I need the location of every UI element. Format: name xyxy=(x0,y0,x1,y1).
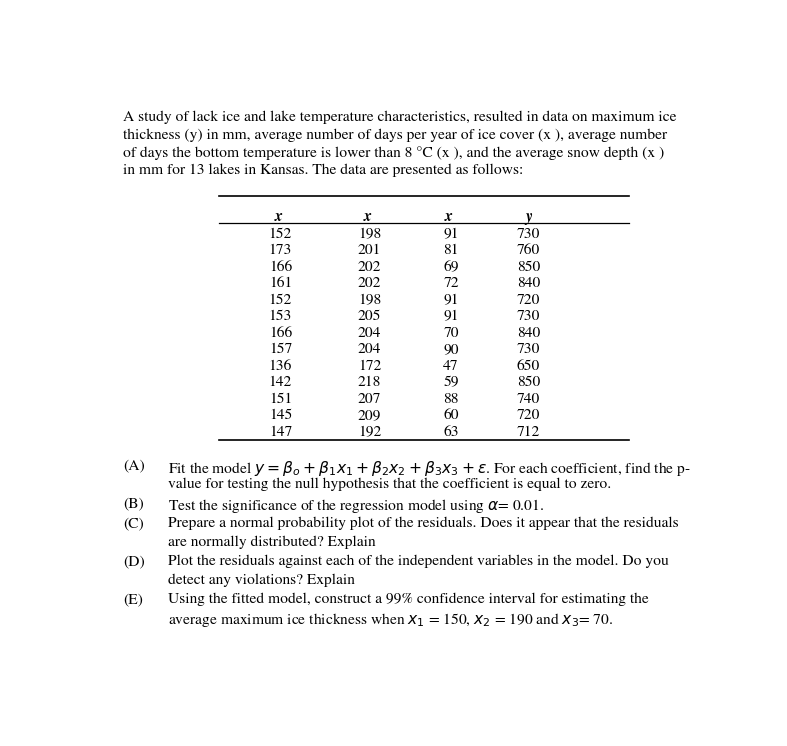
Text: 201: 201 xyxy=(358,244,382,257)
Text: 205: 205 xyxy=(358,310,382,323)
Text: 730: 730 xyxy=(517,343,540,357)
Text: Plot the residuals against each of the independent variables in the model. Do yo: Plot the residuals against each of the i… xyxy=(168,555,669,568)
Text: x₂: x₂ xyxy=(364,208,375,225)
Text: (D): (D) xyxy=(124,555,145,568)
Text: (B): (B) xyxy=(124,498,144,511)
Text: 720: 720 xyxy=(517,293,540,307)
Text: Fit the model $y = \beta_o + \beta_1 x_1 + \beta_2 x_2 + \beta_3 x_3 + \varepsil: Fit the model $y = \beta_o + \beta_1 x_1… xyxy=(168,460,691,478)
Text: 136: 136 xyxy=(269,360,292,373)
Text: A study of lack ice and lake temperature characteristics, resulted in data on ma: A study of lack ice and lake temperature… xyxy=(124,111,677,125)
Text: 47: 47 xyxy=(443,360,459,373)
Text: 152: 152 xyxy=(269,293,292,307)
Text: x₃: x₃ xyxy=(445,208,456,225)
Text: (A): (A) xyxy=(124,460,145,473)
Text: 720: 720 xyxy=(517,409,540,422)
Text: 151: 151 xyxy=(269,392,292,406)
Text: thickness (y) in mm, average number of days per year of ice cover (x₁), average : thickness (y) in mm, average number of d… xyxy=(124,128,667,142)
Text: 91: 91 xyxy=(443,228,459,241)
Text: 88: 88 xyxy=(443,392,459,406)
Text: 207: 207 xyxy=(358,392,382,406)
Text: 172: 172 xyxy=(358,360,382,373)
Text: 91: 91 xyxy=(443,293,459,307)
Text: 840: 840 xyxy=(517,327,540,340)
Text: 198: 198 xyxy=(358,293,381,307)
Text: 209: 209 xyxy=(358,409,382,422)
Text: 712: 712 xyxy=(517,425,540,439)
Text: 204: 204 xyxy=(358,343,382,357)
Text: 147: 147 xyxy=(269,425,292,439)
Text: 218: 218 xyxy=(358,376,382,389)
Text: 198: 198 xyxy=(358,228,381,241)
Text: 63: 63 xyxy=(443,425,459,439)
Text: 157: 157 xyxy=(269,343,292,357)
Text: 760: 760 xyxy=(517,244,540,257)
Text: 161: 161 xyxy=(269,277,292,290)
Text: 730: 730 xyxy=(517,228,540,241)
Text: 166: 166 xyxy=(269,260,292,274)
Text: 173: 173 xyxy=(269,244,292,257)
Text: 91: 91 xyxy=(443,310,459,323)
Text: Using the fitted model, construct a 99% confidence interval for estimating the: Using the fitted model, construct a 99% … xyxy=(168,593,648,606)
Text: 204: 204 xyxy=(358,327,382,340)
Text: 166: 166 xyxy=(269,327,292,340)
Text: 69: 69 xyxy=(443,260,459,274)
Text: 192: 192 xyxy=(358,425,382,439)
Text: 850: 850 xyxy=(517,376,540,389)
Text: 850: 850 xyxy=(517,260,540,274)
Text: (C): (C) xyxy=(124,517,144,530)
Text: are normally distributed? Explain: are normally distributed? Explain xyxy=(168,535,375,548)
Text: 72: 72 xyxy=(443,277,459,290)
Text: 142: 142 xyxy=(269,376,292,389)
Text: 202: 202 xyxy=(358,277,382,290)
Text: x₁: x₁ xyxy=(275,208,286,225)
Text: detect any violations? Explain: detect any violations? Explain xyxy=(168,573,355,586)
Text: 60: 60 xyxy=(443,409,459,422)
Text: in mm for 13 lakes in Kansas. The data are presented as follows:: in mm for 13 lakes in Kansas. The data a… xyxy=(124,163,523,177)
Text: Test the significance of the regression model using $\alpha$= 0.01.: Test the significance of the regression … xyxy=(168,498,545,515)
Text: 70: 70 xyxy=(443,327,459,340)
Text: 145: 145 xyxy=(269,409,292,422)
Text: 153: 153 xyxy=(269,310,292,323)
Text: 730: 730 xyxy=(517,310,540,323)
Text: 202: 202 xyxy=(358,260,382,274)
Text: of days the bottom temperature is lower than 8 °C (x₂), and the average snow dep: of days the bottom temperature is lower … xyxy=(124,145,664,160)
Text: 840: 840 xyxy=(517,277,540,290)
Text: 152: 152 xyxy=(269,228,292,241)
Text: 59: 59 xyxy=(443,376,459,389)
Text: 740: 740 xyxy=(517,392,540,406)
Text: 90: 90 xyxy=(443,343,459,357)
Text: Prepare a normal probability plot of the residuals. Does it appear that the resi: Prepare a normal probability plot of the… xyxy=(168,517,678,530)
Text: y: y xyxy=(525,208,532,225)
Text: 81: 81 xyxy=(443,244,459,257)
Text: average maximum ice thickness when $x_1$ = 150, $x_2$ = 190 and $x_3$= 70.: average maximum ice thickness when $x_1$… xyxy=(168,611,613,629)
Text: 650: 650 xyxy=(517,360,540,373)
Text: value for testing the null hypothesis that the coefficient is equal to zero.: value for testing the null hypothesis th… xyxy=(168,477,611,491)
Text: (E): (E) xyxy=(124,593,143,606)
